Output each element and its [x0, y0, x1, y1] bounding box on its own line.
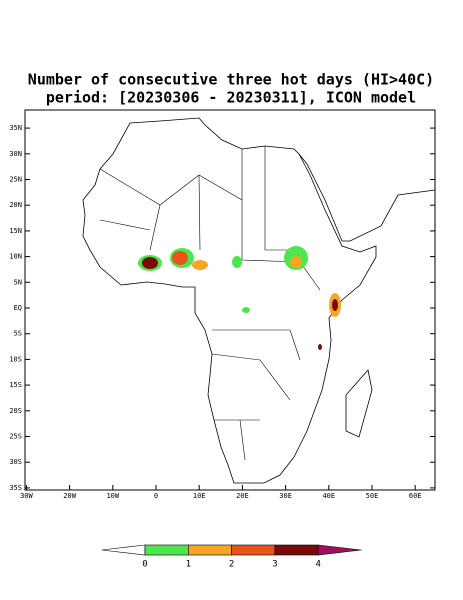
lat-label: 5N — [14, 278, 22, 286]
borders — [99, 146, 321, 461]
colorbar-label: 2 — [229, 560, 234, 570]
lat-label: 35N — [9, 124, 22, 132]
lat-label: 35S — [9, 484, 22, 492]
colorbar-end — [101, 544, 146, 556]
lat-label: 10S — [9, 355, 22, 363]
colorbar: 0 1 2 3 4 — [101, 544, 362, 570]
lon-label: 10E — [193, 492, 206, 500]
hot-day-patches — [138, 246, 341, 350]
lat-label: 15N — [9, 227, 22, 235]
lon-label: 40E — [322, 492, 335, 500]
lat-label: 30N — [9, 150, 22, 158]
lon-label: 60E — [409, 492, 422, 500]
arabia — [298, 153, 435, 242]
colorbar-end — [317, 544, 362, 556]
lon-label: 20E — [236, 492, 249, 500]
colorbar-bin — [144, 544, 189, 556]
lon-label: 20W — [63, 492, 76, 500]
colorbar-label: 1 — [186, 560, 191, 570]
map-area — [82, 117, 435, 484]
axis-ticks: 35N 30N 25N 20N 15N 10N 5N EQ 5S 10S 15S 20S 25S 30S 3… — [9, 124, 435, 500]
lat-label: 5S — [14, 330, 22, 338]
colorbar-label: 3 — [272, 560, 277, 570]
lat-label: 20N — [9, 201, 22, 209]
colorbar-bin — [274, 544, 319, 556]
title-line: period: [20230306 - 20230311], ICON mode… — [46, 89, 416, 107]
title-line: Number of consecutive three hot days (HI… — [28, 71, 434, 89]
lat-label: 10N — [9, 253, 22, 261]
madagascar — [345, 369, 373, 438]
lon-label: 30E — [279, 492, 292, 500]
lon-label: 50E — [366, 492, 379, 500]
colorbar-bin — [188, 544, 232, 556]
lat-label: 20S — [9, 407, 22, 415]
lat-label: 25N — [9, 176, 22, 184]
lat-label: 30S — [9, 458, 22, 466]
lat-label: 25S — [9, 433, 22, 441]
lon-label: 30W — [20, 492, 33, 500]
lon-label: 0 — [154, 492, 158, 500]
colorbar-label: 0 — [142, 560, 147, 570]
lon-label: 10W — [106, 492, 119, 500]
colorbar-label: 4 — [315, 560, 320, 570]
africa-outline — [82, 117, 377, 484]
colorbar-bin — [231, 544, 276, 556]
lat-label: EQ — [14, 304, 22, 312]
lat-label: 15S — [9, 381, 22, 389]
map-frame — [24, 109, 436, 491]
